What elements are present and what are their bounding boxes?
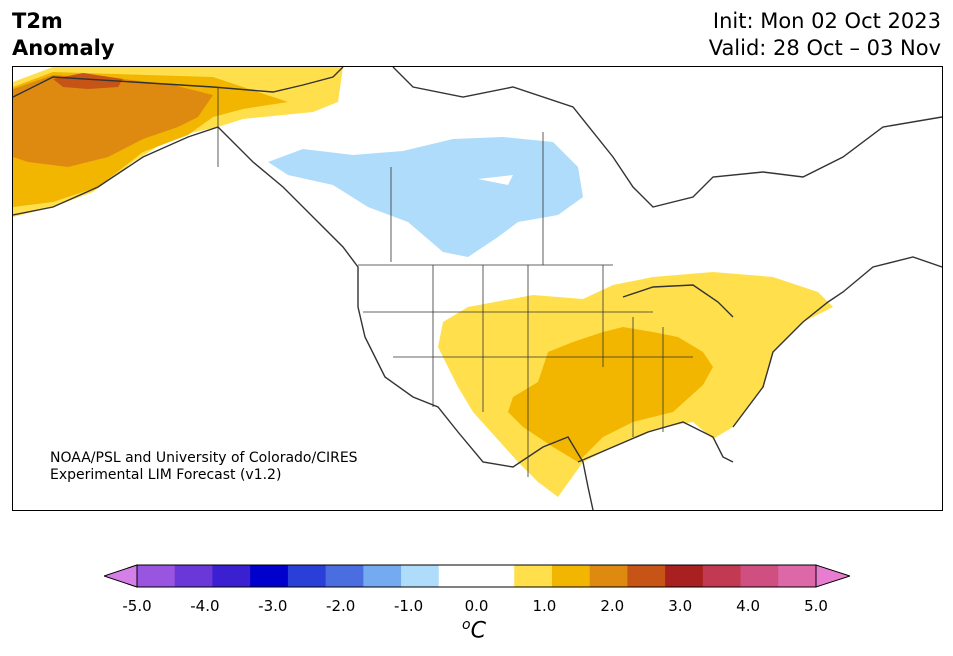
colorbar-cell (627, 565, 666, 587)
valid-date: Valid: 28 Oct – 03 Nov (708, 36, 941, 60)
political-borders (217, 87, 693, 477)
credit-text: NOAA/PSL and University of Colorado/CIRE… (50, 450, 358, 484)
colorbar-cell (665, 565, 704, 587)
colorbar-max-extension (815, 564, 850, 588)
colorbar-cell (401, 565, 440, 587)
colorbar-min-extension (104, 564, 138, 588)
canada-negative (268, 137, 583, 257)
tick-label: 4.0 (736, 597, 761, 615)
title-line-1: T2m (12, 9, 63, 33)
title-line-2: Anomaly (12, 36, 115, 60)
map-svg (13, 67, 942, 510)
alaska-positive-high (13, 75, 213, 167)
colorbar-cell (551, 565, 591, 587)
tick-label: 1.0 (532, 597, 557, 615)
tick-label: -1.0 (393, 597, 424, 615)
init-date: Init: Mon 02 Oct 2023 (712, 9, 941, 33)
tick-label: -3.0 (258, 597, 288, 615)
colorbar-cell (363, 565, 402, 587)
colorbar-cell (250, 565, 289, 587)
tick-label: 3.0 (668, 597, 693, 615)
colorbar-cell (514, 565, 553, 587)
tick-label: 0.0 (464, 597, 489, 615)
colorbar-cell (137, 565, 176, 587)
tick-label: -5.0 (122, 597, 152, 615)
tick-label: 5.0 (804, 597, 828, 615)
map-title: T2m Anomaly (12, 8, 115, 62)
colorbar-unit: oC (462, 617, 486, 643)
colorbar-cell (287, 565, 327, 587)
coastlines (13, 67, 942, 510)
colorbar-cell (438, 565, 477, 587)
tick-label: -4.0 (190, 597, 220, 615)
alaska-positive-peak (53, 73, 123, 89)
colorbar-cell (589, 565, 628, 587)
forecast-dates: Init: Mon 02 Oct 2023 Valid: 28 Oct – 03… (709, 8, 941, 62)
tick-label: 2.0 (600, 597, 625, 615)
colorbar-cell (212, 565, 251, 587)
colorbar-cell (174, 565, 213, 587)
colorbar-cell (778, 565, 817, 587)
tick-label: -2.0 (326, 597, 356, 615)
colorbar (104, 564, 850, 588)
anomaly-shading (13, 67, 833, 497)
anomaly-map: NOAA/PSL and University of Colorado/CIRE… (12, 66, 943, 511)
colorbar-cell (325, 565, 364, 587)
colorbar-cells (137, 565, 817, 587)
colorbar-cell (702, 565, 742, 587)
unit-degree: o (462, 617, 471, 633)
colorbar-cell (476, 565, 515, 587)
unit-celsius: C (470, 618, 486, 644)
us-positive-mid (508, 327, 713, 462)
credit-line-1: NOAA/PSL and University of Colorado/CIRE… (50, 450, 358, 466)
colorbar-cell (740, 565, 779, 587)
credit-line-2: Experimental LIM Forecast (v1.2) (50, 467, 282, 483)
colorbar-outline (136, 564, 817, 588)
